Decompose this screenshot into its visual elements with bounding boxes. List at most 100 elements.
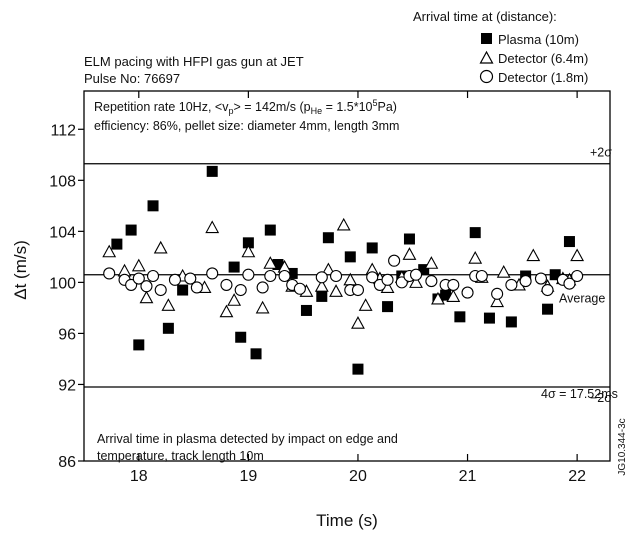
- y-tick-label: 108: [49, 173, 76, 190]
- plasma-point: [454, 311, 465, 322]
- legend-label-detector-6-4m: Detector (6.4m): [498, 51, 588, 66]
- detector-1-8m-point: [169, 274, 180, 285]
- detector-1-8m-point: [331, 271, 342, 282]
- plasma-point: [133, 339, 144, 350]
- detector-1-8m-point: [389, 255, 400, 266]
- data-points: [103, 166, 583, 375]
- detector-1-8m-point: [352, 285, 363, 296]
- detector-6-4m-point: [133, 260, 145, 271]
- x-tick-label: 22: [568, 468, 586, 485]
- detector-1-8m-point: [462, 287, 473, 298]
- detector-6-4m-point: [527, 250, 539, 261]
- y-tick-label: 104: [49, 224, 76, 241]
- plasma-point: [126, 225, 137, 236]
- plasma-point: [207, 166, 218, 177]
- x-tick-label: 19: [239, 468, 257, 485]
- legend-marker-detector-6-4m: [481, 52, 493, 63]
- chart-title: ELM pacing with HFPI gas gun at JET: [84, 54, 304, 69]
- plasma-point: [470, 227, 481, 238]
- plasma-point: [367, 242, 378, 253]
- plus-2-sigma-label: +2σ: [590, 146, 612, 160]
- y-tick-label: 92: [58, 377, 76, 394]
- y-tick-label: 86: [58, 454, 76, 471]
- plasma-point: [323, 232, 334, 243]
- detector-6-4m-point: [344, 274, 356, 285]
- detector-1-8m-point: [520, 276, 531, 287]
- detector-6-4m-point: [155, 242, 167, 253]
- detector-1-8m-point: [535, 273, 546, 284]
- detector-6-4m-point: [228, 294, 240, 305]
- x-tick-label: 21: [459, 468, 477, 485]
- note-line-1: Arrival time in plasma detected by impac…: [97, 432, 398, 446]
- detector-1-8m-point: [148, 271, 159, 282]
- detector-6-4m-point: [498, 266, 510, 277]
- minus-2-sigma-label: −2σ: [590, 391, 612, 405]
- plasma-point: [352, 364, 363, 375]
- plasma-point: [235, 332, 246, 343]
- detector-6-4m-point: [352, 317, 364, 328]
- y-axis-ticks: 86 92 96 100 104 108 112: [49, 122, 84, 471]
- detector-1-8m-point: [155, 285, 166, 296]
- detector-1-8m-point: [382, 274, 393, 285]
- plasma-point: [506, 316, 517, 327]
- plasma-point: [148, 200, 159, 211]
- detector-1-8m-point: [492, 288, 503, 299]
- info-line-1: Repetition rate 10Hz, <vp> = 142m/s (pHe…: [94, 98, 397, 116]
- detector-6-4m-point: [140, 292, 152, 303]
- legend-label-detector-1-8m: Detector (1.8m): [498, 70, 588, 85]
- detector-6-4m-point: [162, 299, 174, 310]
- detector-6-4m-point: [257, 302, 269, 313]
- note-line-2: temperature, track length 10m: [97, 449, 264, 463]
- plasma-point: [404, 234, 415, 245]
- y-tick-label: 100: [49, 275, 76, 292]
- x-tick-label: 20: [349, 468, 367, 485]
- detector-1-8m-point: [411, 269, 422, 280]
- figure-id: JG10.344-3c: [617, 418, 628, 475]
- detector-1-8m-point: [572, 271, 583, 282]
- detector-6-4m-point: [220, 306, 232, 317]
- detector-6-4m-point: [330, 285, 342, 296]
- plasma-point: [316, 291, 327, 302]
- detector-6-4m-point: [571, 250, 583, 261]
- legend-marker-detector-1-8m: [481, 71, 493, 83]
- y-axis-label: Δt (m/s): [11, 240, 30, 300]
- x-axis-label: Time (s): [316, 511, 378, 530]
- legend-title: Arrival time at (distance):: [413, 9, 557, 24]
- plasma-point: [111, 239, 122, 250]
- detector-6-4m-point: [360, 299, 372, 310]
- plasma-point: [542, 304, 553, 315]
- plasma-point: [345, 251, 356, 262]
- detector-1-8m-point: [279, 271, 290, 282]
- plasma-point: [177, 285, 188, 296]
- chart-subtitle: Pulse No: 76697: [84, 71, 180, 86]
- detector-1-8m-point: [221, 279, 232, 290]
- detector-6-4m-point: [338, 219, 350, 230]
- detector-1-8m-point: [542, 285, 553, 296]
- x-tick-label: 18: [130, 468, 148, 485]
- legend-marker-plasma: [481, 33, 492, 44]
- detector-1-8m-point: [207, 268, 218, 279]
- plasma-point: [301, 305, 312, 316]
- plasma-point: [382, 301, 393, 312]
- detector-6-4m-point: [469, 252, 481, 263]
- legend-label-plasma: Plasma (10m): [498, 32, 579, 47]
- detector-1-8m-point: [191, 282, 202, 293]
- plasma-point: [229, 262, 240, 273]
- detector-1-8m-point: [243, 269, 254, 280]
- detector-1-8m-point: [294, 283, 305, 294]
- detector-1-8m-point: [235, 285, 246, 296]
- detector-1-8m-point: [476, 271, 487, 282]
- y-tick-label: 112: [50, 122, 76, 139]
- info-line-2: efficiency: 86%, pellet size: diameter 4…: [94, 119, 399, 133]
- detector-6-4m-point: [206, 222, 218, 233]
- detector-1-8m-point: [104, 268, 115, 279]
- detector-6-4m-point: [425, 257, 437, 268]
- detector-1-8m-point: [426, 276, 437, 287]
- plasma-point: [564, 236, 575, 247]
- legend: Plasma (10m) Detector (6.4m) Detector (1…: [481, 32, 589, 85]
- plasma-point: [251, 348, 262, 359]
- plasma-point: [484, 313, 495, 324]
- detector-6-4m-point: [403, 248, 415, 259]
- detector-1-8m-point: [448, 279, 459, 290]
